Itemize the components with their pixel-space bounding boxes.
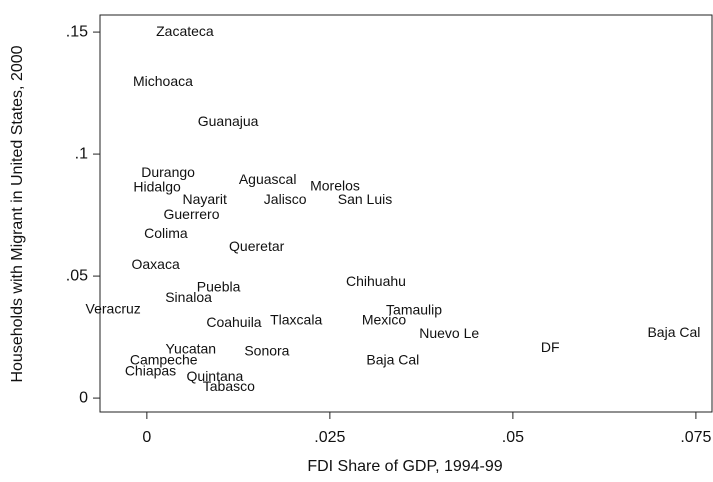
point-label: Guerrero — [163, 206, 219, 222]
point-label: Queretar — [229, 238, 285, 254]
point-label: Coahuila — [206, 314, 261, 330]
point-label: Tabasco — [203, 378, 255, 394]
point-label: Mexico — [362, 312, 407, 328]
x-tick-label: .075 — [680, 429, 711, 446]
point-label: Aguascal — [239, 171, 297, 187]
point-label: Puebla — [197, 279, 241, 295]
point-label: Baja Cal — [647, 324, 700, 340]
point-label: Yucatan — [165, 341, 216, 357]
point-label: Sinaloa — [165, 289, 212, 305]
point-label: DF — [541, 339, 560, 355]
point-label: Michoaca — [133, 73, 193, 89]
point-label: Veracruz — [86, 301, 141, 317]
point-label: Chihuahu — [346, 273, 406, 289]
point-label: Nuevo Le — [419, 325, 479, 341]
y-tick-label: .15 — [66, 23, 88, 40]
point-label: Tamaulip — [386, 302, 442, 318]
point-label: Chiapas — [125, 363, 176, 379]
x-axis-title: FDI Share of GDP, 1994-99 — [307, 458, 502, 475]
x-tick-label: .05 — [502, 429, 524, 446]
point-label: Zacateca — [156, 23, 214, 39]
plot-frame — [99, 14, 713, 413]
y-tick-label: .05 — [66, 267, 88, 284]
x-tick-label: 0 — [142, 429, 151, 446]
point-label: Colima — [144, 225, 188, 241]
point-label: Hidalgo — [133, 179, 181, 195]
point-label: San Luis — [338, 191, 392, 207]
point-label: Jalisco — [264, 191, 307, 207]
point-label: Quintana — [187, 368, 244, 384]
y-tick-label: 0 — [79, 389, 88, 406]
point-label: Guanajua — [198, 113, 259, 129]
point-label: Oaxaca — [132, 256, 180, 272]
point-label: Baja Cal — [366, 352, 419, 368]
y-axis-title: Households with Migrant in United States… — [9, 45, 26, 382]
point-label: Sonora — [244, 343, 289, 359]
x-tick-label: .025 — [314, 429, 345, 446]
y-tick-label: .1 — [75, 145, 88, 162]
point-label: Campeche — [130, 352, 198, 368]
point-label: Nayarit — [183, 191, 227, 207]
point-label: Tlaxcala — [270, 312, 322, 328]
point-label: Durango — [141, 164, 195, 180]
point-label: Morelos — [310, 178, 360, 194]
